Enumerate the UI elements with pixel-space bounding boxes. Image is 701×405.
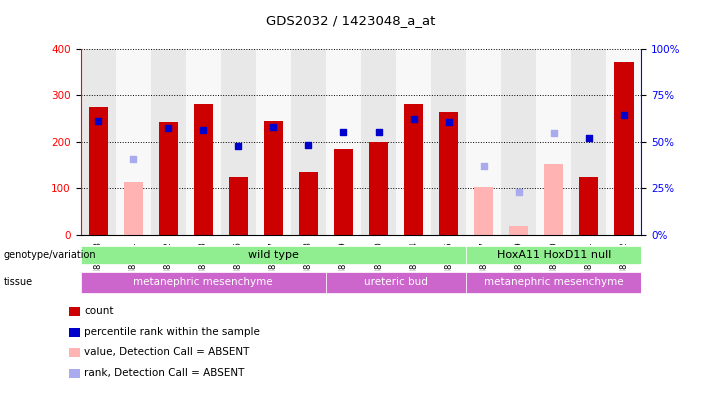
Bar <box>264 121 283 235</box>
Bar <box>509 226 529 235</box>
Bar <box>291 49 326 235</box>
Bar <box>466 246 641 264</box>
Point <box>198 127 209 133</box>
Bar <box>326 49 361 235</box>
Bar <box>431 49 466 235</box>
Bar <box>256 49 291 235</box>
Text: percentile rank within the sample: percentile rank within the sample <box>84 327 260 337</box>
Bar <box>81 49 116 235</box>
Text: metanephric mesenchyme: metanephric mesenchyme <box>133 277 273 288</box>
Text: rank, Detection Call = ABSENT: rank, Detection Call = ABSENT <box>84 368 245 378</box>
Bar <box>88 107 108 235</box>
Bar <box>536 49 571 235</box>
Point <box>128 156 139 162</box>
Text: tissue: tissue <box>4 277 33 288</box>
Text: genotype/variation: genotype/variation <box>4 250 96 260</box>
Point <box>233 143 244 150</box>
Point <box>548 130 559 136</box>
Bar <box>158 122 178 235</box>
Text: HoxA11 HoxD11 null: HoxA11 HoxD11 null <box>496 250 611 260</box>
Bar <box>396 49 431 235</box>
Point <box>268 124 279 130</box>
Bar <box>81 273 326 292</box>
Point <box>443 119 454 125</box>
Bar <box>326 273 466 292</box>
Bar <box>123 182 143 235</box>
Bar <box>186 49 221 235</box>
Bar <box>334 149 353 235</box>
Text: metanephric mesenchyme: metanephric mesenchyme <box>484 277 624 288</box>
Bar <box>614 62 634 235</box>
Text: count: count <box>84 306 114 316</box>
Bar <box>299 172 318 235</box>
Point <box>618 112 629 118</box>
Point <box>93 117 104 124</box>
Bar <box>439 113 458 235</box>
Bar <box>221 49 256 235</box>
Text: ureteric bud: ureteric bud <box>364 277 428 288</box>
Bar <box>81 246 466 264</box>
Bar <box>151 49 186 235</box>
Bar <box>466 273 641 292</box>
Point <box>373 128 384 135</box>
Bar <box>579 177 599 235</box>
Text: GDS2032 / 1423048_a_at: GDS2032 / 1423048_a_at <box>266 14 435 27</box>
Bar <box>474 188 494 235</box>
Bar <box>369 142 388 235</box>
Bar <box>466 49 501 235</box>
Point <box>338 129 349 136</box>
Text: wild type: wild type <box>248 250 299 260</box>
Bar <box>501 49 536 235</box>
Text: value, Detection Call = ABSENT: value, Detection Call = ABSENT <box>84 347 250 358</box>
Bar <box>361 49 396 235</box>
Point <box>478 163 489 169</box>
Bar <box>193 104 213 235</box>
Bar <box>404 104 423 235</box>
Bar <box>116 49 151 235</box>
Point <box>303 142 314 148</box>
Point <box>408 116 419 123</box>
Point <box>163 125 174 131</box>
Bar <box>544 164 564 235</box>
Point <box>583 135 594 142</box>
Bar <box>606 49 641 235</box>
Bar <box>229 177 248 235</box>
Bar <box>571 49 606 235</box>
Point <box>513 189 524 195</box>
